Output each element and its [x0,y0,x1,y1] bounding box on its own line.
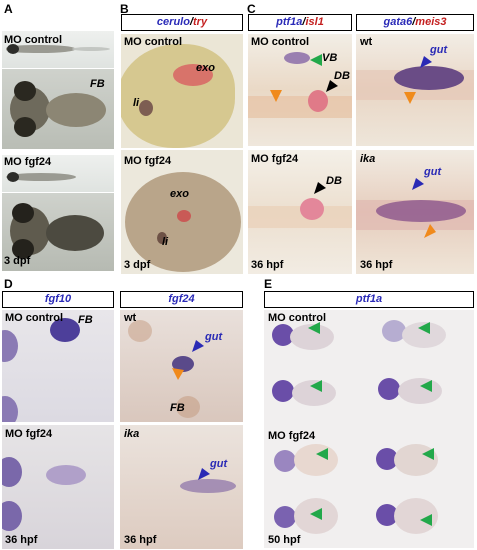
panel-b-label-control: MO control [124,36,183,48]
panel-e-green-arrow-icon-2 [418,322,430,334]
panel-d-image-wt [120,310,243,422]
panel-d-label-wt: wt [124,312,137,324]
panel-a-label-mo-control: MO control [4,34,63,46]
panel-e-green-arrow-icon-5 [316,448,328,460]
panel-d-orange-arrow-icon [172,368,184,380]
panel-label-c: C [247,2,256,16]
panel-c-image-wt [356,34,474,146]
panel-e-green-arrow-icon-3 [310,380,322,392]
panel-label-e: E [264,277,273,291]
panel-e-green-arrow-icon-6 [422,448,434,460]
panel-b-label-fgf24: MO fgf24 [124,155,172,167]
panel-d-label-control: MO control [5,312,64,324]
panel-c-orange-arrow-icon-3 [424,224,436,238]
panel-c-db-label: DB [334,70,350,82]
panel-c-gut-label-2: gut [424,166,442,178]
panel-e-header: ptf1a [264,291,474,308]
panel-label-d: D [4,277,13,291]
panel-d-header-1: fgf10 [2,291,114,308]
panel-a-stage: 3 dpf [4,255,31,267]
panel-d-gut-arrow-icon-2 [198,468,210,480]
panel-e-green-arrow-icon-8 [420,514,432,526]
panel-b-header: cerulo/try [121,14,243,31]
panel-d-image-control [2,310,114,422]
panel-c-label-wt: wt [360,36,373,48]
panel-c-image-ika [356,150,474,274]
panel-c-gut-arrow-icon [420,56,432,68]
panel-b-li-label: li [133,97,140,109]
panel-c-stage-2: 36 hpf [360,259,393,271]
panel-d-stage: 36 hpf [5,534,38,546]
panel-a-fb-label: FB [90,78,105,90]
panel-c-db-arrow-icon [326,80,338,92]
panel-d-label-ika: ika [124,428,140,440]
panel-c-header-2: gata6/meis3 [356,14,474,31]
panel-c-orange-arrow-icon-2 [404,92,416,104]
panel-c-gut-label: gut [430,44,448,56]
panel-b-image-control [121,34,243,148]
panel-d-fb-label: FB [78,314,93,326]
panel-d-gut-arrow-icon [192,340,204,352]
panel-c-label-fgf24: MO fgf24 [251,153,299,165]
panel-a-image-control-dorsal [2,69,114,149]
panel-c-label-control: MO control [251,36,310,48]
panel-e-label-control: MO control [268,312,327,324]
panel-c-image-fgf24 [248,150,352,274]
panel-c-orange-arrow-icon [270,90,282,102]
panel-c-stage: 36 hpf [251,259,284,271]
panel-d-image-fgf24 [2,425,114,549]
panel-d-label-fgf24: MO fgf24 [5,428,53,440]
panel-e-label-fgf24: MO fgf24 [268,430,316,442]
panel-e-green-arrow-icon-4 [420,380,432,392]
panel-a-image-fgf24-larva [2,155,114,192]
panel-c-header-1: ptf1a/isl1 [248,14,352,31]
panel-b-exo-label-2: exo [170,188,189,200]
panel-label-a: A [4,2,13,16]
panel-c-db-arrow-icon-2 [314,182,326,194]
panel-d-fb-label-2: FB [170,402,185,414]
panel-e-image-grid [264,310,474,548]
panel-label-b: B [120,2,129,16]
panel-b-image-fgf24 [121,150,243,274]
panel-c-vb-label: VB [322,52,338,64]
panel-b-stage: 3 dpf [124,259,151,271]
panel-a-image-control-larva [2,31,114,68]
panel-c-db-label-2: DB [326,175,342,187]
panel-c-image-control [248,34,352,146]
panel-e-stage: 50 hpf [268,534,301,546]
panel-d-header-2: fgf24 [120,291,243,308]
panel-a-image-fgf24-dorsal [2,193,114,271]
panel-c-vb-arrow-icon [310,54,322,66]
panel-d-stage-2: 36 hpf [124,534,157,546]
panel-e-green-arrow-icon-7 [310,508,322,520]
panel-c-gut-arrow-icon-2 [412,178,424,190]
panel-b-li-label-2: li [162,236,169,248]
panel-d-gut-label-2: gut [210,458,228,470]
panel-a-label-mo-fgf24: MO fgf24 [4,156,52,168]
panel-b-exo-label: exo [196,62,215,74]
panel-d-image-ika [120,425,243,549]
panel-e-green-arrow-icon-1 [308,322,320,334]
panel-c-label-ika: ika [360,153,376,165]
panel-d-gut-label: gut [205,331,223,343]
